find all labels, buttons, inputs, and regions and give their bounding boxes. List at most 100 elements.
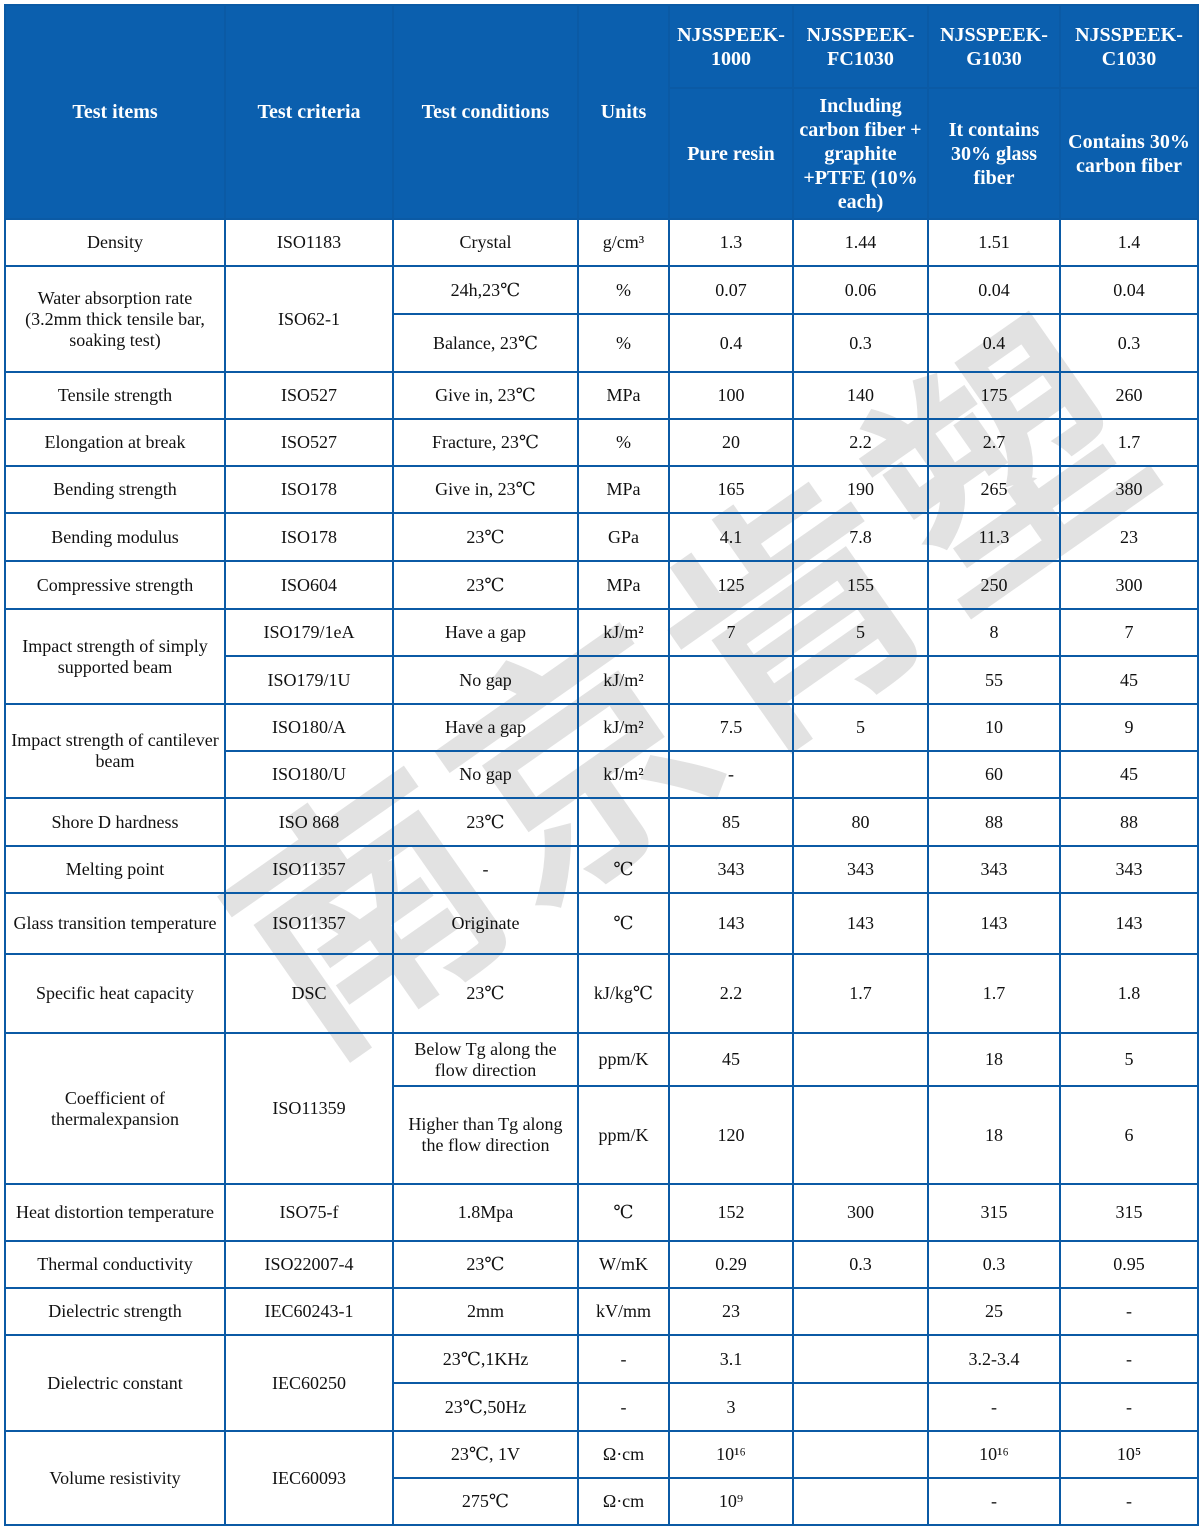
value-cell: 315: [1059, 1183, 1199, 1242]
test-conditions: Crystal: [392, 218, 579, 267]
value-cell: 55: [927, 655, 1061, 705]
test-criteria: ISO 868: [224, 797, 394, 847]
value-cell: 10⁹: [668, 1477, 794, 1526]
value-cell: 5: [792, 703, 929, 752]
value-cell: 343: [792, 845, 929, 894]
units: [577, 797, 670, 847]
value-cell: 11.3: [927, 512, 1061, 562]
value-cell: 18: [927, 1032, 1061, 1087]
test-item: Specific heat capacity: [4, 953, 226, 1034]
test-criteria: ISO178: [224, 512, 394, 562]
value-cell: 45: [1059, 750, 1199, 799]
test-conditions: 23℃, 1V: [392, 1430, 579, 1479]
units: ppm/K: [577, 1085, 670, 1185]
test-criteria: ISO527: [224, 418, 394, 467]
value-cell: 0.95: [1059, 1240, 1199, 1289]
test-criteria: ISO11357: [224, 892, 394, 955]
value-cell: 23: [668, 1287, 794, 1336]
value-cell: [792, 1430, 929, 1479]
value-cell: 7.8: [792, 512, 929, 562]
units: kJ/kg℃: [577, 953, 670, 1034]
test-conditions: Below Tg along the flow direction: [392, 1032, 579, 1087]
value-cell: 88: [927, 797, 1061, 847]
value-cell: 1.4: [1059, 218, 1199, 267]
value-cell: 0.06: [792, 265, 929, 315]
header-product-name: NJSSPEEK-G1030: [927, 4, 1061, 89]
value-cell: 3.2-3.4: [927, 1334, 1061, 1384]
value-cell: 143: [668, 892, 794, 955]
test-conditions: 23℃: [392, 953, 579, 1034]
table-row: Tensile strength ISO527 Give in, 23℃ MPa 100…: [4, 371, 1199, 420]
value-cell: 7: [668, 608, 794, 657]
test-item: Melting point: [4, 845, 226, 894]
table-row: Impact strength of cantilever beam ISO180…: [4, 703, 1199, 799]
table-row: Water absorption rate (3.2mm thick tensi…: [4, 265, 1199, 373]
units: ℃: [577, 1183, 670, 1242]
table-row: Elongation at break ISO527 Fracture, 23℃% 2…: [4, 418, 1199, 467]
value-cell: 343: [1059, 845, 1199, 894]
value-cell: [792, 655, 929, 705]
value-cell: 0.3: [792, 1240, 929, 1289]
table-row: 275℃ Ω·cm 10⁹ - -: [5, 1477, 1199, 1526]
table-row: Bending modulus ISO178 23℃ GPa 4.1 7.8 11.3 23: [4, 512, 1199, 562]
value-cell: -: [668, 750, 794, 799]
value-cell: 10: [927, 703, 1061, 752]
table-row: Compressive strength ISO604 23℃ MPa 125 155 25…: [4, 560, 1199, 610]
value-cell: 9: [1059, 703, 1199, 752]
value-cell: 175: [927, 371, 1061, 420]
test-criteria: ISO1183: [224, 218, 394, 267]
value-cell: 315: [927, 1183, 1061, 1242]
test-item: Shore D hardness: [4, 797, 226, 847]
test-conditions: 23℃: [392, 1240, 579, 1289]
header-test-items: Test items: [4, 4, 226, 220]
units: %: [577, 265, 670, 315]
value-cell: [792, 1477, 929, 1526]
table-row: Density ISO1183 Crystal g/cm³ 1.3 1.44 1.51 1.4: [4, 218, 1199, 267]
units: %: [577, 418, 670, 467]
test-item: Bending strength: [4, 465, 226, 514]
value-cell: [792, 1287, 929, 1336]
value-cell: 165: [668, 465, 794, 514]
value-cell: 85: [668, 797, 794, 847]
header-product-name: NJSSPEEK-FC1030: [792, 4, 929, 89]
test-conditions: Originate: [392, 892, 579, 955]
value-cell: 4.1: [668, 512, 794, 562]
value-cell: -: [927, 1382, 1061, 1432]
header-product-desc: Contains 30% carbon fiber: [1059, 87, 1199, 220]
value-cell: 45: [1059, 655, 1199, 705]
units: kJ/m²: [577, 655, 670, 705]
header-product-desc: It contains 30% glass fiber: [927, 87, 1061, 220]
test-conditions: Fracture, 23℃: [392, 418, 579, 467]
value-cell: 1.8: [1059, 953, 1199, 1034]
test-item: Dielectric strength: [4, 1287, 226, 1336]
value-cell: 0.07: [668, 265, 794, 315]
value-cell: 80: [792, 797, 929, 847]
test-criteria: ISO22007-4: [224, 1240, 394, 1289]
table-row: Melting point ISO11357- ℃ 343 343 343 343: [4, 845, 1199, 894]
value-cell: [792, 1032, 929, 1087]
test-conditions: -: [392, 845, 579, 894]
table-row: Dielectric constant IEC60250 23℃,1KHz -3.1 3…: [4, 1334, 1199, 1432]
units: Ω·cm: [577, 1430, 670, 1479]
value-cell: 152: [668, 1183, 794, 1242]
value-cell: 2.2: [792, 418, 929, 467]
value-cell: 1.7: [1059, 418, 1199, 467]
test-criteria: IEC60250: [224, 1334, 394, 1432]
value-cell: 343: [927, 845, 1061, 894]
units: %: [577, 313, 670, 373]
value-cell: 155: [792, 560, 929, 610]
header-units: Units: [577, 4, 670, 220]
test-item: Dielectric constant: [4, 1334, 226, 1432]
table-row: Glass transition temperature ISO11357 Orig…: [4, 892, 1199, 955]
test-criteria: ISO11359: [224, 1032, 394, 1185]
test-criteria: ISO179/1eA: [224, 608, 394, 657]
test-criteria: IEC60093: [224, 1430, 394, 1526]
value-cell: 25: [927, 1287, 1061, 1336]
test-criteria: ISO178: [224, 465, 394, 514]
value-cell: 88: [1059, 797, 1199, 847]
test-item: Density: [4, 218, 226, 267]
test-item: Impact strength of simply supported beam: [4, 608, 226, 705]
value-cell: 300: [792, 1183, 929, 1242]
properties-table: Test items Test criteria Test conditions…: [4, 4, 1199, 1526]
value-cell: [792, 750, 929, 799]
